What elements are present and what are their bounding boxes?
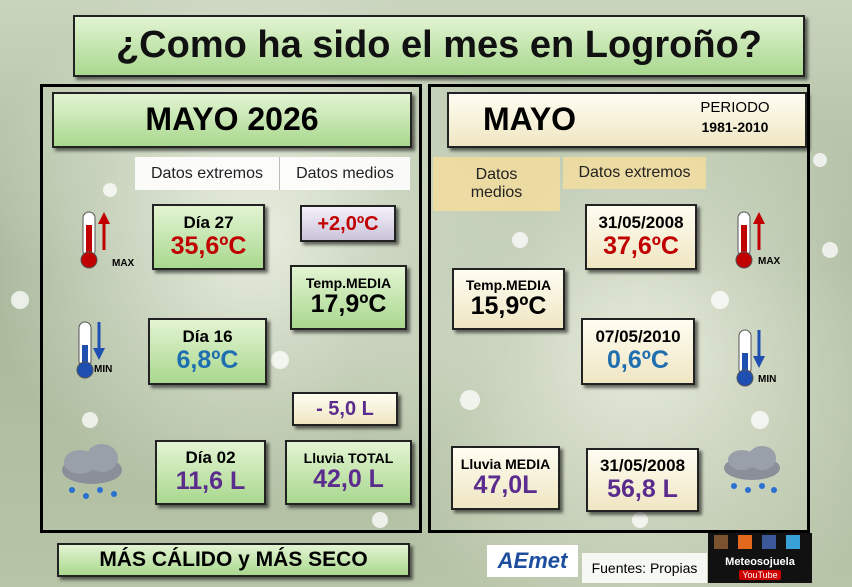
label: Temp.MEDIA [305, 275, 392, 292]
tab: Datos medios [433, 157, 560, 211]
max-box: 31/05/2008 37,6ºC [585, 204, 697, 270]
date: 31/05/2008 [599, 455, 686, 475]
tab: Datos extremos [563, 157, 706, 189]
thermometer-max-right [735, 211, 765, 269]
label: Lluvia TOTAL [303, 450, 394, 467]
value: 0,6ºC [607, 346, 669, 375]
label: Temp.MEDIA [465, 276, 552, 293]
icon-label: MIN [94, 364, 113, 375]
temp-mean-box: Temp.MEDIA 17,9ºC [290, 265, 407, 330]
month-header: MAYO 2026 [52, 92, 412, 148]
date: 31/05/2008 [598, 212, 684, 232]
period: 1981-2010 [701, 119, 769, 135]
rain-max-box: 31/05/2008 56,8 L [586, 448, 699, 512]
temp-mean-box: Temp.MEDIA 15,9ºC [452, 268, 565, 330]
rain-anomaly: - 5,0 L [292, 392, 398, 426]
climate-header: MAYO [447, 92, 807, 148]
rain-total-box: Lluvia TOTAL 42,0 L [285, 440, 412, 505]
thermometer-min [76, 321, 105, 379]
thermometer-min-right [736, 329, 765, 387]
value: 11,6 L [175, 467, 246, 496]
value: 47,0L [473, 470, 538, 499]
aemet-logo: AEmet [487, 545, 578, 577]
sources: Fuentes: Propias [582, 553, 707, 583]
min-box: 07/05/2010 0,6ºC [581, 318, 695, 385]
brand: Meteosojuela [725, 556, 795, 568]
value: 37,6ºC [603, 231, 679, 260]
value: 6,8ºC [176, 346, 239, 375]
date: Día 16 [182, 327, 233, 347]
date: Día 02 [185, 448, 236, 468]
icon-label: MAX [112, 258, 135, 269]
rain-cloud [62, 444, 122, 499]
value: 42,0 L [313, 465, 384, 494]
thermometer-max [80, 211, 110, 269]
value: 17,9ºC [310, 290, 387, 319]
flowers [11, 153, 838, 528]
climate-panel [428, 84, 810, 533]
date: Día 27 [183, 212, 234, 232]
rain-max-box: Día 02 11,6 L [155, 440, 266, 505]
period-label: PERIODO [700, 99, 770, 116]
brand-block: Meteosojuela YouTube [708, 533, 812, 583]
social-icons [714, 535, 800, 549]
max-box: Día 27 35,6ºC [152, 204, 265, 270]
date: 07/05/2010 [595, 327, 681, 347]
rain-cloud-right [724, 446, 780, 493]
temp-anomaly: +2,0ºC [300, 205, 396, 242]
tab: Datos medios [280, 157, 410, 190]
month-panel [40, 84, 422, 533]
value: 15,9ºC [470, 291, 547, 320]
min-box: Día 16 6,8ºC [148, 318, 267, 385]
youtube: YouTube [739, 570, 781, 580]
value: 35,6ºC [170, 231, 247, 260]
tab: Datos extremos [135, 157, 280, 190]
title: ¿Como ha sido el mes en Logroño? [73, 15, 805, 77]
summary: MÁS CÁLIDO y MÁS SECO [57, 543, 410, 577]
label: Lluvia MEDIA [460, 455, 551, 472]
rain-mean-box: Lluvia MEDIA 47,0L [451, 446, 560, 510]
icon-label: MAX [758, 256, 781, 267]
icon-label: MIN [758, 374, 777, 385]
value: 56,8 L [607, 474, 678, 503]
